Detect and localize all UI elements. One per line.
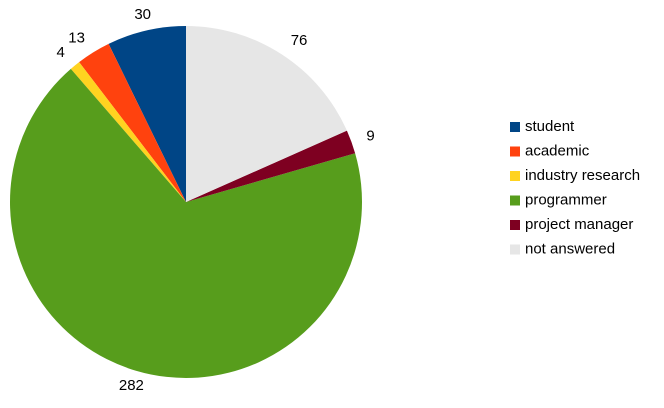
- legend-swatch: [510, 122, 520, 132]
- data-label: 9: [366, 127, 374, 144]
- legend-label: not answered: [525, 240, 615, 257]
- legend-label: industry research: [525, 167, 640, 184]
- legend-label: academic: [525, 142, 590, 159]
- data-label: 13: [68, 30, 85, 47]
- pie-slice: [186, 130, 356, 202]
- pie-slice: [10, 68, 363, 378]
- data-label: 30: [134, 6, 151, 23]
- legend-swatch: [510, 171, 520, 181]
- legend-swatch: [510, 220, 520, 230]
- legend-label: programmer: [525, 191, 607, 208]
- pie-slice: [70, 62, 186, 202]
- data-label: 4: [56, 44, 64, 61]
- pie-slice: [79, 43, 186, 203]
- pie-slice: [186, 26, 347, 202]
- legend-swatch: [510, 244, 520, 255]
- legend-label: project manager: [525, 216, 633, 233]
- legend-label: student: [525, 118, 575, 135]
- data-label: 282: [119, 377, 144, 394]
- data-label: 76: [291, 32, 308, 49]
- legend-swatch: [510, 195, 520, 206]
- legend-swatch: [510, 146, 520, 157]
- pie-slice: [108, 26, 186, 202]
